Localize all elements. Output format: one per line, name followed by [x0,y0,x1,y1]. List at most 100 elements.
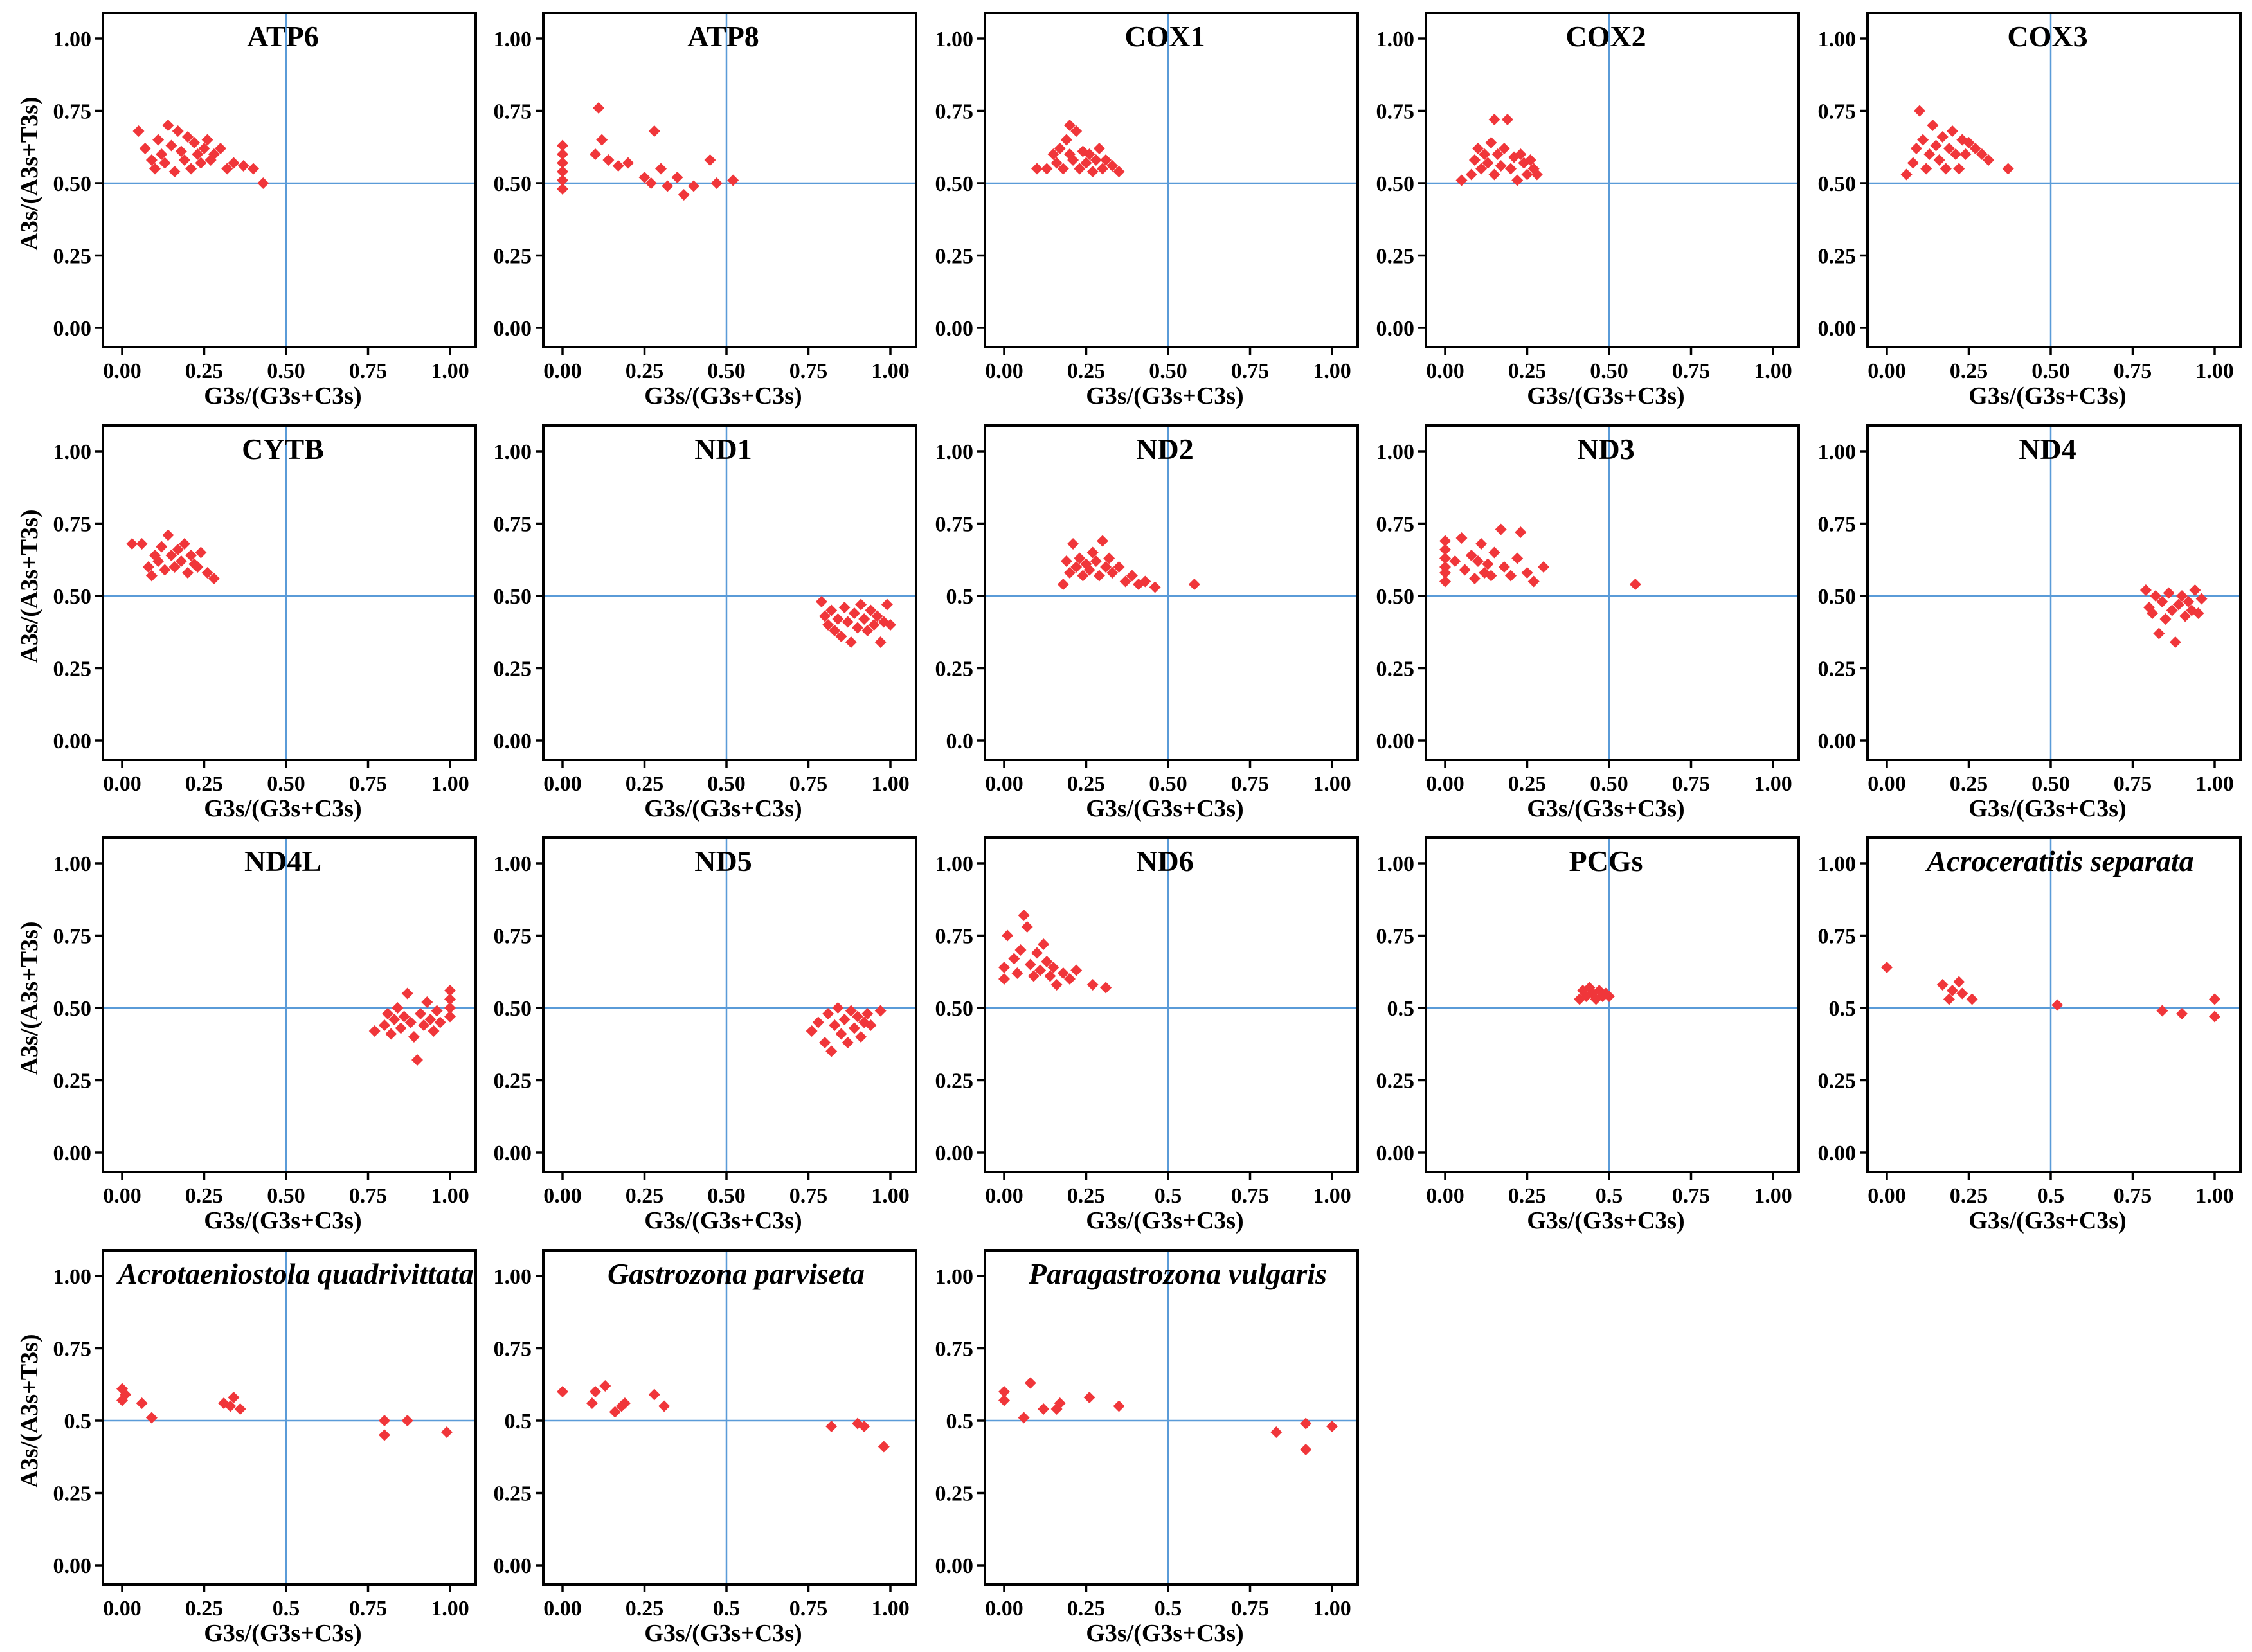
panel-title: ND3 [1577,433,1634,465]
x-axis-label: G3s/(G3s+C3s) [644,795,802,822]
data-point [593,102,605,114]
x-tick-label: 0.75 [1672,772,1711,796]
x-tick-label: 0.5 [273,1597,300,1621]
x-tick-label: 0.50 [707,1184,746,1208]
y-tick-label: 0.5 [1387,997,1415,1021]
data-point [1106,567,1119,579]
data-point [1024,958,1036,971]
data-point [557,157,568,169]
data-point [1074,552,1086,564]
data-point [152,555,165,567]
scatter-panel: 0.00 0.00 0.25 0.25 0.50 0.50 0.75 0.75 1.00 1.00… [16,424,477,822]
data-point [1014,944,1027,956]
data-point [2183,596,2195,607]
x-tick-label: 0.5 [1155,1184,1182,1208]
data-point [852,622,863,634]
y-tick-label: 0.50 [494,585,532,609]
data-point [1498,143,1510,154]
data-point [998,1394,1010,1406]
data-point [865,604,877,616]
data-point [2209,1010,2220,1023]
data-point [2176,1008,2188,1019]
y-tick-label: 0.00 [935,317,974,341]
x-tick-label: 0.75 [1672,359,1711,383]
data-point [368,1025,381,1037]
x-tick-label: 0.25 [626,1184,664,1208]
data-point [1060,134,1072,146]
data-point [998,962,1010,973]
y-tick-label: 1.00 [935,852,974,876]
data-point [404,1016,417,1028]
y-tick-label: 0.50 [53,585,92,609]
plot-frame [1425,424,1800,761]
data-point [1485,570,1497,582]
y-tick-label: 0.25 [53,245,92,269]
data-point [878,1441,890,1453]
data-point [1511,552,1524,564]
data-point [162,529,174,541]
data-point [2051,999,2064,1011]
data-point [152,134,165,146]
y-tick-label: 1.00 [53,852,92,876]
scatter-panel: 0.00 0.0 0.25 0.25 0.50 0.5 0.75 0.75 1.00 1.00 G3… [935,424,1359,822]
scatter-panel: 0.00 0.00 0.25 0.25 0.50 0.50 0.75 0.75 1.00 1.00… [16,836,477,1234]
data-point [609,1406,621,1418]
panel-title: ND1 [694,433,752,465]
x-tick-label: 0.5 [1596,1184,1623,1208]
x-tick-label: 0.75 [349,359,388,383]
data-point [1488,114,1500,125]
y-tick-label: 0.00 [494,1554,532,1578]
data-point [165,139,177,152]
data-point [648,125,660,137]
x-tick-label: 0.75 [1231,1597,1270,1621]
y-tick-label: 0.0 [946,730,974,753]
x-tick-label: 1.00 [1313,1184,1351,1208]
data-point [1501,114,1513,125]
x-axis-label: G3s/(G3s+C3s) [204,1620,361,1647]
data-point [2147,607,2159,619]
data-point [398,1010,410,1023]
data-point [440,1426,453,1438]
panel-title: Gastrozona parviseta [608,1257,865,1290]
plot-frame [1866,836,2242,1173]
y-tick-label: 0.75 [1818,100,1857,124]
y-tick-label: 1.00 [53,1265,92,1289]
y-tick-label: 0.50 [494,997,532,1021]
data-point [1472,143,1484,154]
data-point [1083,148,1095,160]
y-tick-label: 1.00 [1376,852,1415,876]
x-tick-label: 0.5 [713,1597,741,1621]
data-point [120,1388,132,1401]
data-point [602,154,615,166]
data-point [1047,148,1059,160]
data-point [1119,575,1131,588]
y-tick-label: 0.5 [505,1410,532,1433]
data-point [2176,590,2188,602]
data-point [1963,137,1975,148]
data-point [159,564,171,576]
data-point [1097,163,1108,175]
y-tick-label: 0.75 [53,1338,92,1361]
y-tick-label: 0.00 [1376,730,1415,753]
x-tick-label: 0.00 [1426,772,1464,796]
x-tick-label: 0.75 [2114,772,2152,796]
y-tick-label: 0.50 [53,997,92,1021]
data-point [228,157,240,169]
data-point [557,183,568,195]
y-tick-label: 0.00 [1818,730,1857,753]
data-point [812,1016,824,1028]
data-point [415,1008,427,1019]
data-point [421,996,433,1008]
y-tick-label: 0.25 [494,658,532,681]
data-point [557,1386,568,1397]
y-tick-label: 0.75 [935,925,974,949]
data-point [1475,163,1488,175]
y-tick-label: 0.25 [1376,658,1415,681]
data-point [1021,921,1033,933]
data-point [710,177,723,189]
data-point [842,616,854,628]
data-point [1054,1397,1066,1409]
data-point [1907,157,1919,169]
y-tick-label: 0.25 [53,1482,92,1506]
data-point [1498,561,1510,573]
